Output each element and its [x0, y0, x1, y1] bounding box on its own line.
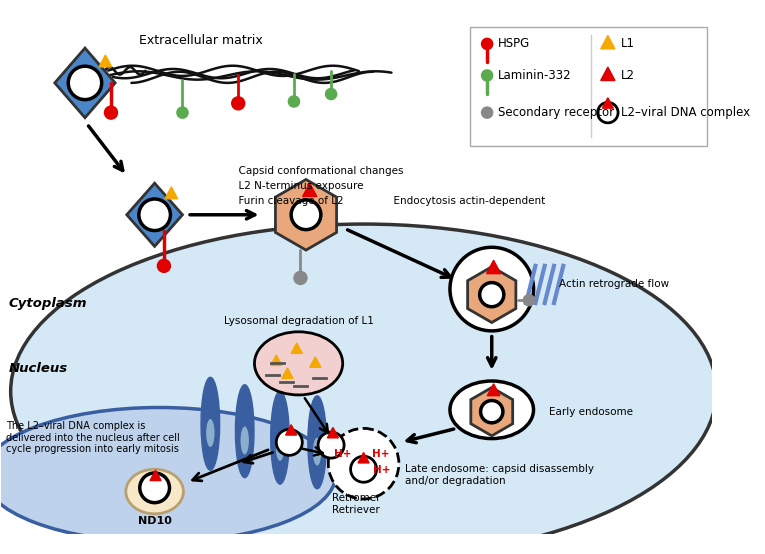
Polygon shape [291, 343, 302, 353]
Text: L2–viral DNA complex: L2–viral DNA complex [621, 106, 750, 119]
Text: Actin retrograde flow: Actin retrograde flow [558, 279, 669, 289]
Ellipse shape [11, 224, 717, 554]
Polygon shape [602, 98, 614, 108]
Text: Laminin-332: Laminin-332 [498, 69, 572, 82]
Polygon shape [282, 368, 293, 378]
Circle shape [291, 200, 321, 230]
Ellipse shape [313, 438, 321, 465]
Circle shape [318, 432, 344, 458]
Circle shape [481, 107, 493, 118]
Circle shape [294, 271, 307, 284]
Ellipse shape [125, 469, 184, 514]
Circle shape [232, 97, 245, 110]
Text: The L2–viral DNA complex is
delivered into the nucleus after cell
cycle progress: The L2–viral DNA complex is delivered in… [6, 421, 180, 454]
Text: Cytoplasm: Cytoplasm [9, 296, 87, 310]
Circle shape [105, 106, 118, 119]
Circle shape [158, 259, 171, 273]
FancyBboxPatch shape [470, 27, 707, 146]
Polygon shape [99, 55, 112, 67]
Text: Extracellular matrix: Extracellular matrix [139, 34, 263, 47]
Polygon shape [271, 355, 282, 366]
Circle shape [140, 473, 170, 502]
Text: Late endosome: capsid disassembly
and/or degradation: Late endosome: capsid disassembly and/or… [405, 464, 594, 486]
Text: Early endosome: Early endosome [549, 407, 633, 417]
Polygon shape [470, 387, 513, 436]
Ellipse shape [255, 332, 343, 395]
Ellipse shape [271, 391, 289, 484]
Text: H+: H+ [334, 449, 352, 459]
Text: Lysosomal degradation of L1: Lysosomal degradation of L1 [223, 316, 373, 326]
Polygon shape [358, 453, 369, 463]
Circle shape [481, 70, 493, 81]
Ellipse shape [236, 384, 254, 478]
Text: Endocytosis actin-dependent: Endocytosis actin-dependent [387, 196, 545, 206]
Ellipse shape [207, 419, 214, 447]
Circle shape [480, 283, 504, 307]
Polygon shape [285, 425, 297, 435]
Text: HSPG: HSPG [498, 37, 530, 50]
Text: Nucleus: Nucleus [9, 362, 68, 375]
Polygon shape [487, 260, 501, 274]
Text: H+: H+ [372, 449, 389, 459]
Polygon shape [303, 183, 317, 197]
Polygon shape [275, 179, 337, 250]
Polygon shape [601, 35, 615, 49]
Text: Retromer
Retriever: Retromer Retriever [332, 494, 380, 515]
Polygon shape [55, 48, 116, 117]
Polygon shape [487, 384, 500, 396]
Polygon shape [127, 183, 183, 247]
Text: ND10: ND10 [138, 516, 171, 526]
Circle shape [276, 429, 302, 455]
Circle shape [450, 247, 533, 331]
Polygon shape [165, 187, 177, 199]
Text: H+: H+ [373, 465, 391, 475]
Polygon shape [150, 470, 161, 480]
Circle shape [523, 295, 535, 306]
Text: L2: L2 [621, 69, 635, 82]
Circle shape [350, 456, 376, 482]
Text: Secondary receptor: Secondary receptor [498, 106, 614, 119]
Circle shape [177, 107, 188, 118]
Polygon shape [467, 267, 516, 322]
Text: Capsid conformational changes
  L2 N-terminus exposure
  Furin cleavage of L2: Capsid conformational changes L2 N-termi… [232, 167, 403, 206]
Circle shape [68, 66, 102, 100]
Circle shape [480, 401, 503, 423]
Ellipse shape [450, 381, 533, 439]
Circle shape [288, 96, 300, 107]
Ellipse shape [240, 427, 249, 454]
Polygon shape [310, 357, 321, 367]
Circle shape [328, 428, 399, 499]
Polygon shape [601, 67, 615, 80]
Ellipse shape [276, 433, 284, 461]
Text: L1: L1 [621, 37, 635, 50]
Circle shape [481, 38, 493, 49]
Ellipse shape [201, 377, 220, 470]
Circle shape [326, 89, 337, 100]
Ellipse shape [308, 396, 327, 489]
Circle shape [138, 199, 171, 230]
Ellipse shape [0, 408, 336, 542]
Circle shape [597, 102, 618, 123]
Polygon shape [327, 428, 338, 438]
